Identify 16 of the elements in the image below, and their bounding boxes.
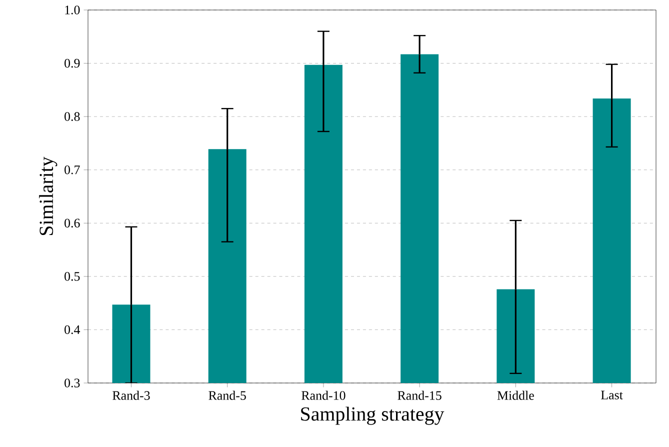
y-tick-label: 0.5 <box>64 272 80 281</box>
x-tick-label: Rand-10 <box>302 390 346 400</box>
x-tick-label: Rand-15 <box>398 390 442 400</box>
y-axis-title: Similarity <box>39 156 58 236</box>
x-tick-label: Rand-5 <box>208 390 246 400</box>
y-tick-label: 0.3 <box>64 378 80 388</box>
x-tick-label: Middle <box>497 390 534 400</box>
y-tick-label: 0.9 <box>64 58 80 68</box>
x-tick-label: Last <box>601 390 623 400</box>
y-tick-label: 0.7 <box>64 165 80 174</box>
y-tick-label: 0.4 <box>64 325 80 334</box>
y-tick-label: 0.6 <box>64 218 80 228</box>
x-axis-title: Sampling strategy <box>301 406 444 425</box>
y-tick-label: 0.8 <box>64 112 80 121</box>
x-tick-label: Rand-3 <box>112 390 150 400</box>
y-tick-label: 1.0 <box>65 6 80 14</box>
